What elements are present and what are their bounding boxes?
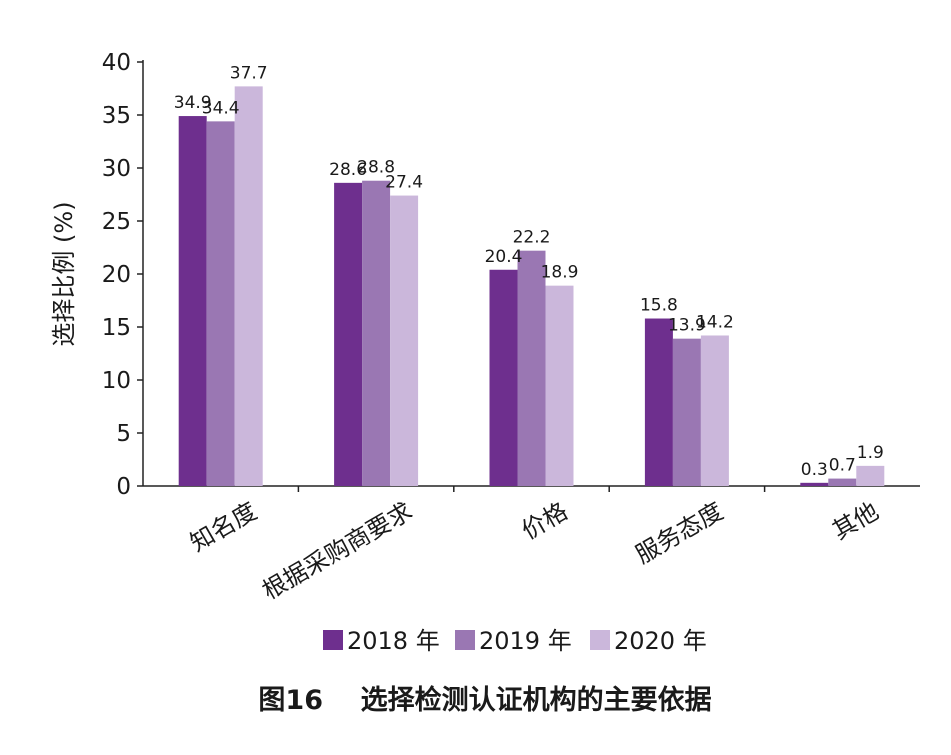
y-tick-label: 10 — [102, 368, 131, 394]
y-tick-label: 15 — [102, 315, 131, 341]
legend-label: 2019 年 — [479, 627, 572, 655]
data-label: 34.4 — [202, 98, 240, 118]
bar — [800, 482, 829, 486]
y-tick-label: 5 — [116, 421, 131, 447]
data-label: 22.2 — [513, 228, 551, 248]
bar — [234, 86, 263, 486]
bar — [334, 182, 363, 486]
data-label: 27.4 — [385, 173, 423, 193]
bar — [644, 318, 673, 486]
data-label: 13.9 — [668, 316, 706, 336]
bar — [828, 478, 857, 486]
data-label: 28.6 — [329, 160, 367, 180]
x-tick-label: 服务态度 — [631, 497, 728, 569]
x-tick-label: 知名度 — [185, 497, 261, 557]
legend-label: 2020 年 — [614, 627, 707, 655]
bar — [672, 338, 701, 486]
bar — [700, 335, 729, 486]
bar — [390, 195, 419, 486]
legend-swatch — [455, 630, 475, 650]
chart-title: 图16 选择检测认证机构的主要依据 — [258, 684, 711, 716]
legend-label: 2018 年 — [347, 627, 440, 655]
y-tick-label: 20 — [102, 262, 131, 288]
data-label: 15.8 — [640, 296, 678, 316]
data-label: 1.9 — [857, 443, 884, 463]
bar — [856, 465, 885, 486]
bar — [545, 285, 574, 486]
legend-swatch — [590, 630, 610, 650]
y-tick-label: 40 — [102, 50, 131, 76]
data-label: 0.3 — [801, 460, 828, 480]
y-axis-label: 选择比例 (%) — [50, 201, 78, 346]
legend-swatch — [323, 630, 343, 650]
bar — [362, 180, 391, 486]
data-label: 14.2 — [696, 312, 734, 332]
y-tick-label: 30 — [102, 156, 131, 182]
bar — [206, 121, 235, 487]
bar — [489, 269, 518, 486]
data-label: 18.9 — [541, 263, 579, 283]
data-label: 20.4 — [485, 247, 523, 267]
data-label: 28.8 — [357, 158, 395, 178]
data-label: 34.9 — [174, 93, 212, 113]
bar — [178, 116, 207, 486]
x-tick-label: 价格 — [517, 497, 573, 545]
x-tick-label: 根据采购商要求 — [258, 497, 417, 605]
y-tick-label: 35 — [102, 103, 131, 129]
y-tick-label: 0 — [116, 474, 131, 500]
x-tick-label: 其他 — [828, 497, 884, 545]
bar — [517, 250, 546, 486]
y-tick-label: 25 — [102, 209, 131, 235]
data-label: 37.7 — [230, 63, 268, 83]
data-label: 0.7 — [829, 456, 856, 476]
